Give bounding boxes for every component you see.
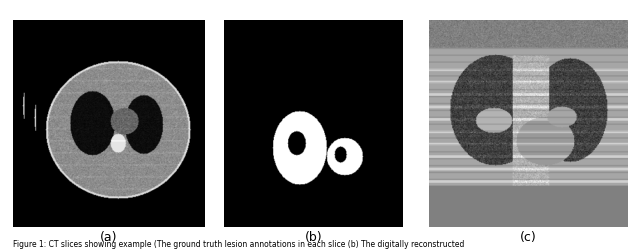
Text: Figure 1: CT slices showing example (The ground truth lesion annotations in each: Figure 1: CT slices showing example (The… xyxy=(13,240,464,249)
X-axis label: (a): (a) xyxy=(100,231,118,244)
X-axis label: (b): (b) xyxy=(305,231,323,244)
X-axis label: (c): (c) xyxy=(520,231,536,244)
